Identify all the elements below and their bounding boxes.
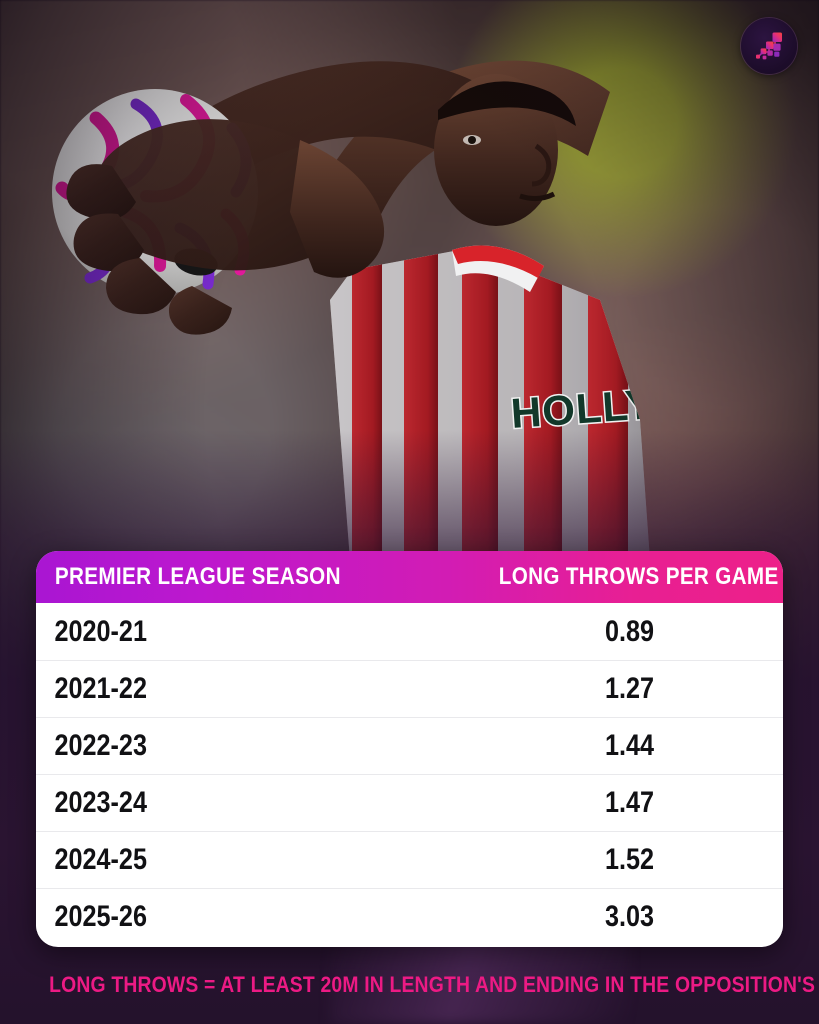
cell-season: 2021-22 xyxy=(54,672,147,705)
table-row[interactable]: 2020-21 0.89 xyxy=(36,603,783,660)
cell-value: 1.47 xyxy=(604,786,655,819)
table-header-row: PREMIER LEAGUE SEASON LONG THROWS PER GA… xyxy=(36,551,783,603)
table-row[interactable]: 2022-23 1.44 xyxy=(36,717,783,774)
footnote-definition: LONG THROWS = AT LEAST 20M IN LENGTH AND… xyxy=(49,972,819,997)
cell-value: 0.89 xyxy=(604,614,655,648)
table-row[interactable]: 2021-22 1.27 xyxy=(36,660,783,717)
cell-season: 2024-25 xyxy=(54,843,147,876)
column-header-value: LONG THROWS PER GAME xyxy=(498,563,779,590)
cell-season: 2022-23 xyxy=(54,729,147,762)
cell-value: 3.03 xyxy=(604,900,655,933)
brand-logo-badge[interactable] xyxy=(741,18,797,74)
table-body: 2020-21 0.89 2021-22 1.27 2022-23 1.44 2… xyxy=(36,603,783,945)
cell-value: 1.52 xyxy=(604,843,655,876)
cell-value: 1.27 xyxy=(604,672,655,705)
stats-table: PREMIER LEAGUE SEASON LONG THROWS PER GA… xyxy=(36,551,783,947)
column-header-season: PREMIER LEAGUE SEASON xyxy=(54,563,341,590)
table-row[interactable]: 2023-24 1.47 xyxy=(36,774,783,831)
cell-season: 2023-24 xyxy=(54,786,147,819)
cell-season: 2025-26 xyxy=(54,900,147,933)
table-row[interactable]: 2024-25 1.52 xyxy=(36,831,783,888)
table-row[interactable]: 2025-26 3.03 xyxy=(36,888,783,945)
cell-season: 2020-21 xyxy=(54,614,147,648)
cell-value: 1.44 xyxy=(604,729,655,762)
staircase-chart-logo-icon xyxy=(756,32,782,60)
